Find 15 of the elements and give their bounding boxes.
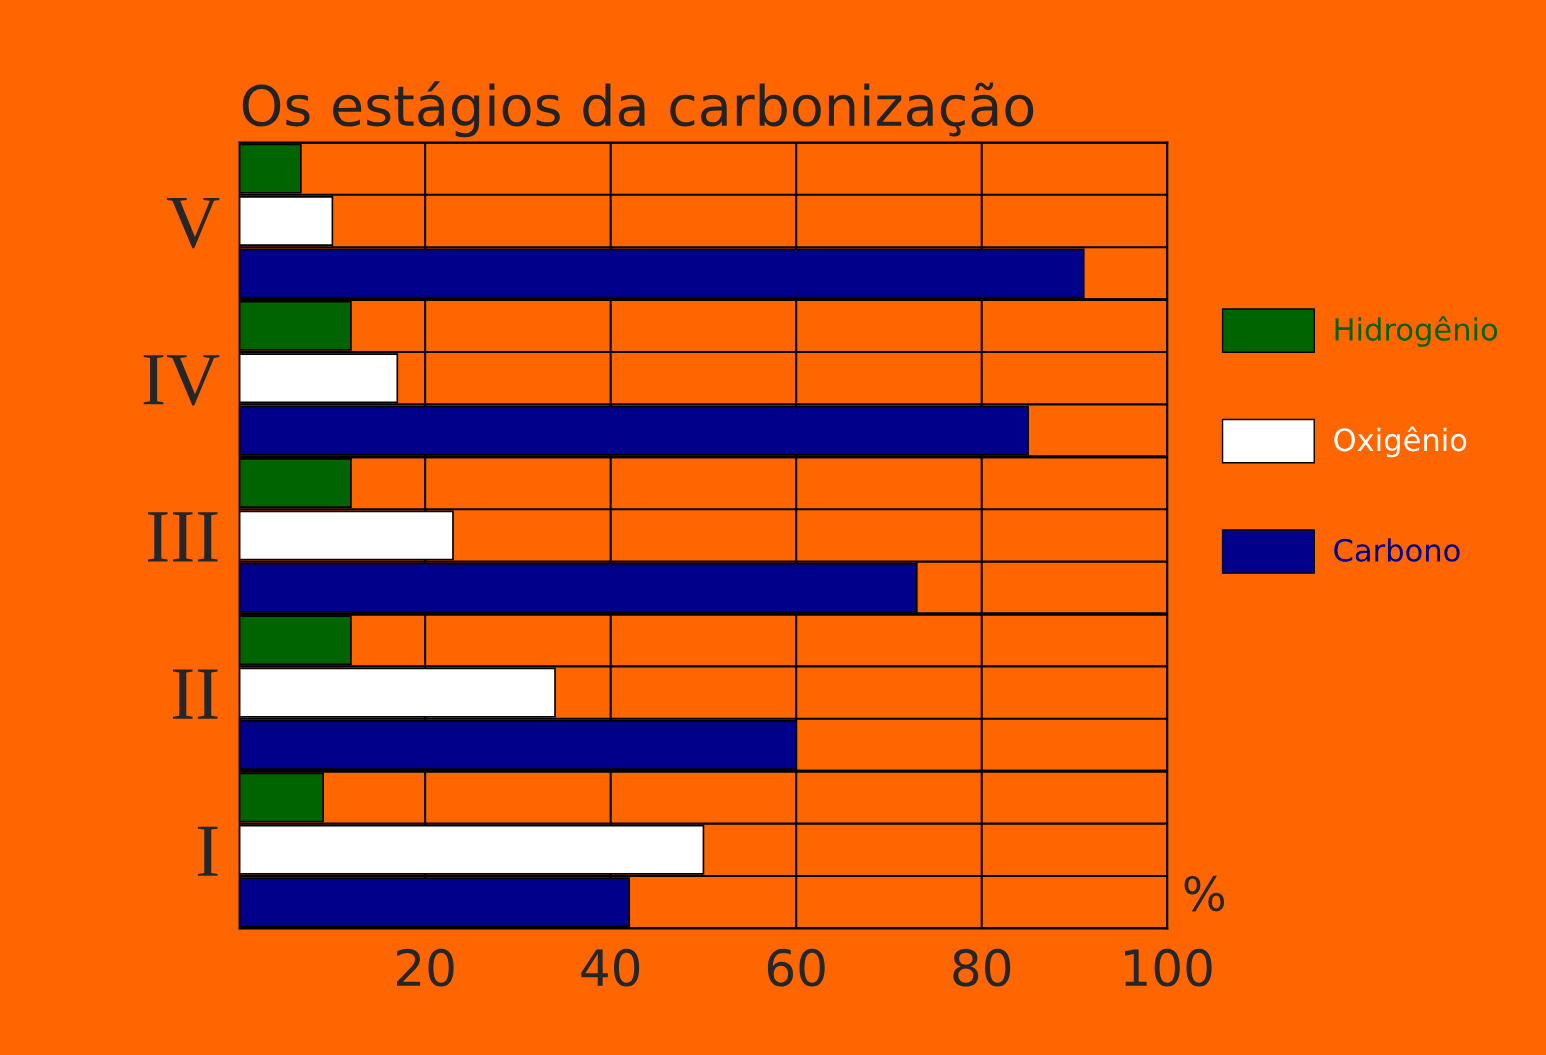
y-tick-label: I	[197, 826, 218, 876]
y-tick-label: II	[172, 669, 218, 719]
x-tick-label: 40	[581, 948, 640, 987]
legend-label: Hidrogênio	[1335, 316, 1498, 347]
x-tick-label: 20	[397, 948, 454, 987]
legend-label: Oxigênio	[1334, 426, 1467, 458]
y-tick-label: IV	[143, 355, 220, 406]
chart-title: Os estágios da carbonização	[242, 81, 1034, 138]
y-tick-label: V	[166, 197, 220, 249]
legend-label: Carbono	[1334, 538, 1460, 562]
x-tick-label: 80	[953, 948, 1011, 987]
y-tick-label: III	[147, 512, 218, 562]
text: %	[1184, 875, 1225, 912]
x-tick-label: 100	[1125, 948, 1212, 987]
x-tick-label: 60	[767, 948, 825, 987]
